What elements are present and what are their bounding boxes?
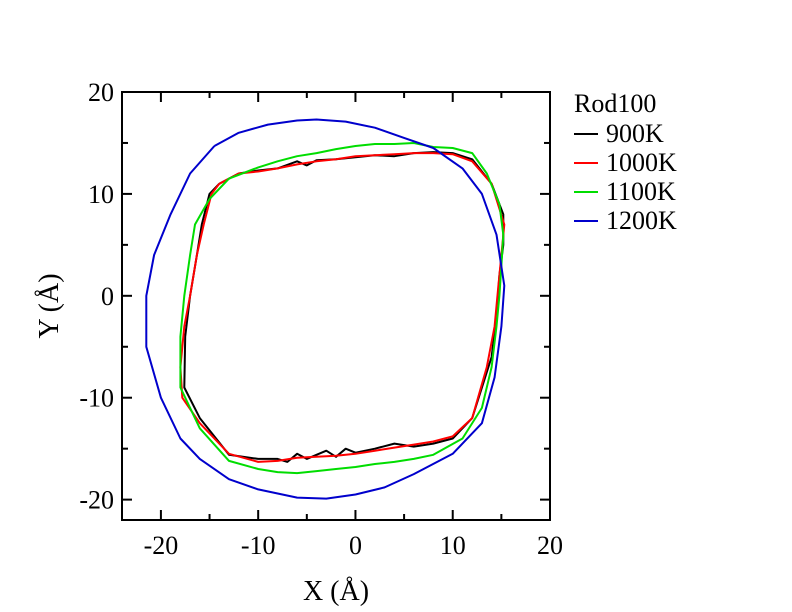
legend-label-900k: 900K — [606, 119, 664, 148]
x-tick-label: -10 — [241, 531, 276, 560]
series-line-1100k — [179, 142, 505, 475]
x-tick-label: -20 — [144, 531, 179, 560]
legend-label-1100k: 1100K — [606, 177, 676, 206]
y-tick-label: 20 — [88, 78, 114, 107]
x-tick-label: 10 — [440, 531, 466, 560]
plot-frame — [121, 91, 551, 521]
legend-title: Rod100 — [574, 89, 656, 118]
legend-label-1000k: 1000K — [606, 148, 677, 177]
series-line-900k — [183, 151, 505, 463]
x-tick-label: 0 — [349, 531, 362, 560]
legend-label-1200k: 1200K — [606, 206, 677, 235]
y-tick-label: 0 — [101, 282, 114, 311]
x-axis-title: X (Å) — [303, 576, 369, 607]
y-tick-label: -20 — [79, 486, 114, 515]
series-line-1200k — [145, 118, 506, 500]
y-axis-title: Y (Å) — [34, 273, 65, 338]
y-tick-label: 10 — [88, 180, 114, 209]
ticks-layer: -20 -10 0 10 20 -20 -10 0 10 20 — [79, 78, 563, 560]
y-tick-label: -10 — [79, 384, 114, 413]
series-layer — [145, 118, 506, 500]
x-tick-label: 20 — [537, 531, 563, 560]
series-line-1000k — [179, 152, 506, 463]
